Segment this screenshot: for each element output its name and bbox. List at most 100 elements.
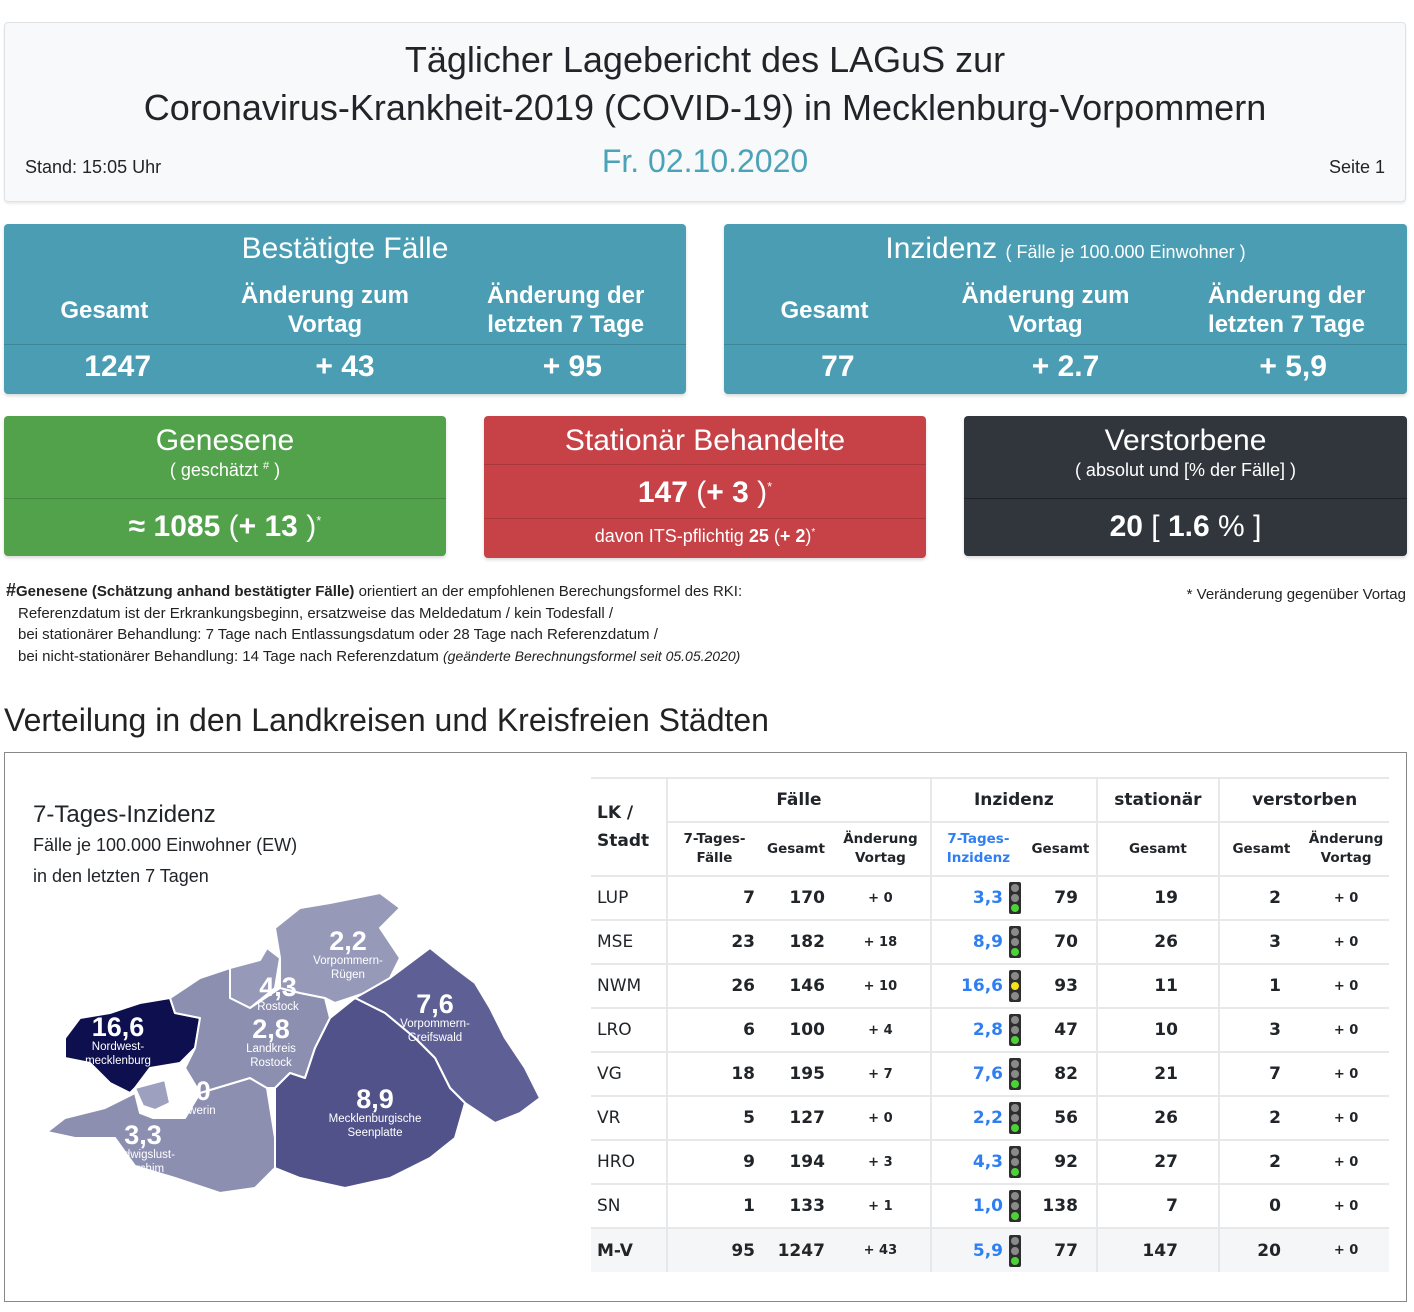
map-region-sn[interactable] <box>134 1079 171 1111</box>
incidence-card: Inzidenz ( Fälle je 100.000 Einwohner ) … <box>724 224 1407 394</box>
district-panel: 7-Tages-Inzidenz Fälle je 100.000 Einwoh… <box>4 752 1407 1302</box>
cell-stationaer-gesamt: 27 <box>1095 1139 1219 1184</box>
cell-verstorben-aenderung: + 0 <box>1302 1007 1390 1052</box>
incidence-subtitle: ( Fälle je 100.000 Einwohner ) <box>1005 242 1246 262</box>
incidence-link[interactable]: 1,0 <box>972 1196 1003 1216</box>
map-region-nwm[interactable] <box>64 997 201 1094</box>
deceased-percent: 1.6 <box>1167 510 1210 543</box>
incidence-link[interactable]: 8,9 <box>972 932 1003 952</box>
recovered-change: + 13 <box>238 510 298 543</box>
cell-stationaer-gesamt: 26 <box>1095 1095 1219 1140</box>
deceased-value-line: 20 [ 1.6 % ] <box>1109 510 1262 543</box>
traffic-light-icon <box>1008 1234 1021 1267</box>
table-row: NWM 26 146 + 10 16,6 93 11 1 + 0 <box>591 963 1390 1008</box>
traffic-light-icon <box>1008 926 1021 958</box>
report-date: Fr. 02.10.2020 <box>601 143 809 179</box>
footnote-line1: orientiert an der empfohlenen Berechungs… <box>354 583 743 600</box>
confirmed-change-week-value: + 95 <box>542 350 602 383</box>
table-row: VG 18 195 + 7 7,6 82 21 7 + 0 <box>591 1051 1390 1096</box>
recovered-value-line: ≈ 1085 (+ 13 )* <box>128 510 322 543</box>
cell-faelle-7tage: 5 <box>666 1095 761 1140</box>
header-inzidenz: Inzidenz <box>929 777 1097 822</box>
cell-faelle-aenderung: + 1 <box>830 1183 931 1228</box>
cell-faelle-gesamt: 170 <box>761 875 831 920</box>
map-value-lup: 3,3 <box>124 1120 162 1150</box>
map-name-lro: Rostock <box>250 1057 292 1069</box>
cell-inzidenz-7tage: 8,9 <box>929 919 1025 964</box>
recovered-subtitle: ( geschätzt # ) <box>4 460 446 481</box>
header-inzidenz-gesamt: Gesamt <box>1024 821 1097 876</box>
table-row: MSE 23 182 + 18 8,9 70 26 3 + 0 <box>591 919 1390 964</box>
cell-lk: SN <box>591 1183 667 1228</box>
cell-verstorben-aenderung: + 0 <box>1302 963 1390 1008</box>
cell-faelle-7tage: 6 <box>666 1007 761 1052</box>
cell-faelle-aenderung: + 4 <box>830 1007 931 1052</box>
traffic-light-icon <box>1008 1102 1021 1134</box>
cell-verstorben-aenderung: + 0 <box>1302 1095 1390 1140</box>
map-subtitle-2: in den letzten 7 Tagen <box>33 866 209 886</box>
cell-faelle-aenderung: + 0 <box>830 875 931 920</box>
cell-verstorben-aenderung: + 0 <box>1302 875 1390 920</box>
cell-verstorben-aenderung: + 0 <box>1302 1051 1390 1096</box>
incidence-link[interactable]: 7,6 <box>972 1064 1003 1084</box>
incidence-map: 16,6Nordwest-mecklenburg2,2Vorpommern-Rü… <box>46 892 541 1194</box>
traffic-light-icon <box>1008 970 1021 1002</box>
map-name-lup: Parchim <box>122 1163 164 1175</box>
incidence-link[interactable]: 5,9 <box>972 1240 1003 1261</box>
header-verstorben-aenderung: Änderung Vortag <box>1302 821 1390 876</box>
map-name-vr: Vorpommern- <box>313 955 383 967</box>
map-name-vg: Vorpommern- <box>400 1018 470 1030</box>
cell-faelle-7tage: 7 <box>666 875 761 920</box>
cell-inzidenz-gesamt: 70 <box>1024 919 1097 964</box>
cell-faelle-7tage: 9 <box>666 1139 761 1184</box>
header-faelle-aenderung: Änderung Vortag <box>830 821 931 876</box>
approx-sign: ≈ <box>128 510 146 543</box>
cell-faelle-gesamt: 182 <box>761 919 831 964</box>
map-region-vr[interactable] <box>274 892 401 1004</box>
header-inzidenz-7tage[interactable]: 7-Tages- Inzidenz <box>929 821 1025 876</box>
incidence-link[interactable]: 16,6 <box>961 976 1003 996</box>
district-table: LK / Stadt Fälle Inzidenz stationär vers… <box>591 777 1390 1272</box>
map-name-lro: Landkreis <box>246 1043 296 1055</box>
footnote-line3: bei stationärer Behandlung: 7 Tage nach … <box>18 626 658 643</box>
cell-lk: LUP <box>591 875 667 920</box>
its-change: + 2 <box>779 526 806 546</box>
percent-sign: % <box>1218 510 1245 543</box>
traffic-light-icon <box>1008 1146 1021 1178</box>
confirmed-total-value: 1247 <box>84 350 152 383</box>
incidence-link[interactable]: 2,8 <box>972 1020 1003 1040</box>
map-region-mse[interactable] <box>274 997 466 1189</box>
map-name-nwm: Nordwest- <box>92 1041 145 1053</box>
recovered-subtitle-close: ) <box>269 460 281 480</box>
report-title-line2: Coronavirus-Krankheit-2019 (COVID-19) in… <box>143 87 1267 128</box>
map-name-vg: Greifswald <box>408 1032 462 1044</box>
map-name-nwm: mecklenburg <box>85 1055 151 1067</box>
traffic-light-icon <box>1008 882 1021 914</box>
cell-verstorben-gesamt: 7 <box>1217 1051 1303 1096</box>
deceased-title: Verstorbene <box>1104 424 1267 457</box>
deceased-subtitle: ( absolut und [% der Fälle] ) <box>1074 460 1297 480</box>
cell-inzidenz-gesamt: 92 <box>1024 1139 1097 1184</box>
cell-stationaer-gesamt: 26 <box>1095 919 1219 964</box>
cell-inzidenz-7tage: 2,8 <box>929 1007 1025 1052</box>
header-faelle: Fälle <box>666 777 931 822</box>
cell-inzidenz-7tage: 5,9 <box>929 1227 1025 1272</box>
cell-faelle-aenderung: + 7 <box>830 1051 931 1096</box>
cell-faelle-aenderung: + 0 <box>830 1095 931 1140</box>
cell-faelle-7tage: 23 <box>666 919 761 964</box>
confirmed-cases-card: Bestätigte Fälle Gesamt Änderung zum Vor… <box>4 224 686 394</box>
footnote-bold: Genesene (Schätzung anhand bestätigter F… <box>16 583 355 600</box>
cell-faelle-gesamt: 1247 <box>761 1227 831 1272</box>
hash-marker: # <box>6 580 17 600</box>
incidence-link[interactable]: 4,3 <box>972 1152 1003 1172</box>
incidence-link[interactable]: 3,3 <box>972 888 1003 908</box>
incidence-link[interactable]: 2,2 <box>972 1108 1003 1128</box>
report-timestamp: Stand: 15:05 Uhr <box>25 157 162 177</box>
cell-faelle-7tage: 18 <box>666 1051 761 1096</box>
cell-stationaer-gesamt: 147 <box>1095 1227 1219 1272</box>
header-lk: LK / Stadt <box>591 777 667 876</box>
